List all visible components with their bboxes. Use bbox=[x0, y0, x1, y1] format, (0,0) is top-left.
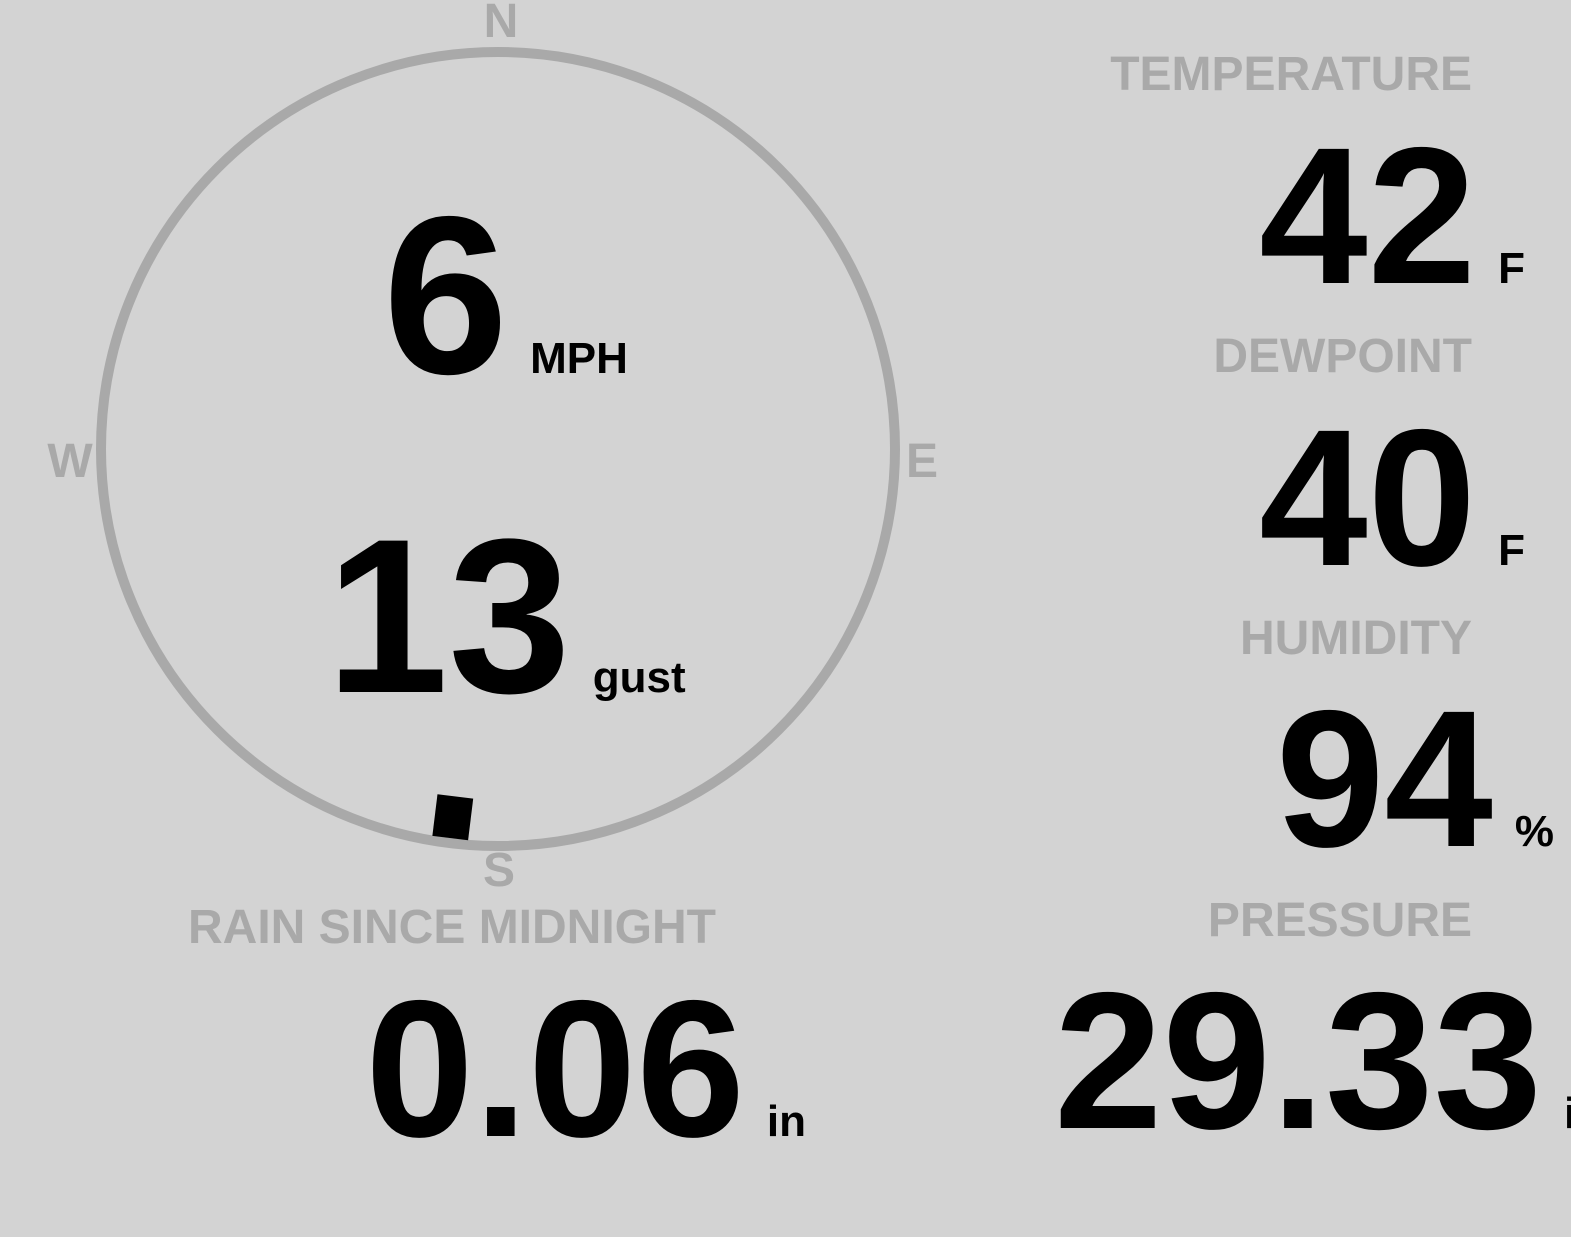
pressure-panel: PRESSURE 29.33 in bbox=[1054, 893, 1571, 1175]
dewpoint-line: 40 F bbox=[1054, 385, 1525, 611]
rain-panel: RAIN SINCE MIDNIGHT 0.06 in bbox=[152, 900, 806, 1182]
temperature-panel: TEMPERATURE 42 F bbox=[1054, 47, 1554, 329]
dewpoint-panel: DEWPOINT 40 F bbox=[1054, 329, 1554, 611]
humidity-unit: % bbox=[1514, 807, 1554, 857]
wind-direction-needle bbox=[432, 794, 474, 841]
pressure-value: 29.33 bbox=[1054, 952, 1542, 1171]
temperature-label: TEMPERATURE bbox=[1110, 48, 1472, 101]
pressure-unit: in bbox=[1563, 1089, 1571, 1139]
wind-speed-value: 6 bbox=[383, 169, 509, 421]
temperature-unit: F bbox=[1498, 243, 1525, 293]
wind-speed-unit: MPH bbox=[530, 334, 628, 383]
dewpoint-label: DEWPOINT bbox=[1213, 329, 1472, 383]
compass-east: E bbox=[905, 435, 938, 488]
humidity-label: HUMIDITY bbox=[1240, 611, 1472, 665]
compass-ring bbox=[96, 47, 900, 851]
temperature-value: 42 bbox=[1259, 106, 1477, 325]
rain-unit: in bbox=[766, 1096, 806, 1146]
humidity-line: 94% bbox=[1054, 666, 1554, 892]
dewpoint-unit: F bbox=[1498, 525, 1525, 575]
compass-south: S bbox=[482, 844, 515, 897]
dewpoint-value: 40 bbox=[1259, 388, 1477, 607]
wind-gust: 13 gust bbox=[326, 489, 686, 744]
compass-north: N bbox=[483, 0, 519, 48]
conditions-column: TEMPERATURE 42 F DEWPOINT 40 F HUMIDITY 94… bbox=[1054, 47, 1571, 1175]
wind-gust-value: 13 bbox=[326, 493, 571, 739]
rain-line: 0.06 in bbox=[152, 956, 806, 1182]
pressure-label: PRESSURE bbox=[1207, 893, 1472, 947]
compass-west: W bbox=[47, 435, 93, 488]
humidity-value: 94 bbox=[1275, 670, 1493, 889]
humidity-panel: HUMIDITY 94% bbox=[1054, 611, 1554, 893]
rain-value: 0.06 bbox=[365, 959, 745, 1178]
pressure-line: 29.33 in bbox=[1054, 948, 1571, 1174]
wind-gust-label: gust bbox=[592, 653, 686, 702]
temperature-line: 42 F bbox=[1054, 103, 1525, 329]
wind-speed: 6 MPH bbox=[383, 165, 628, 426]
rain-label: RAIN SINCE MIDNIGHT bbox=[188, 901, 716, 954]
